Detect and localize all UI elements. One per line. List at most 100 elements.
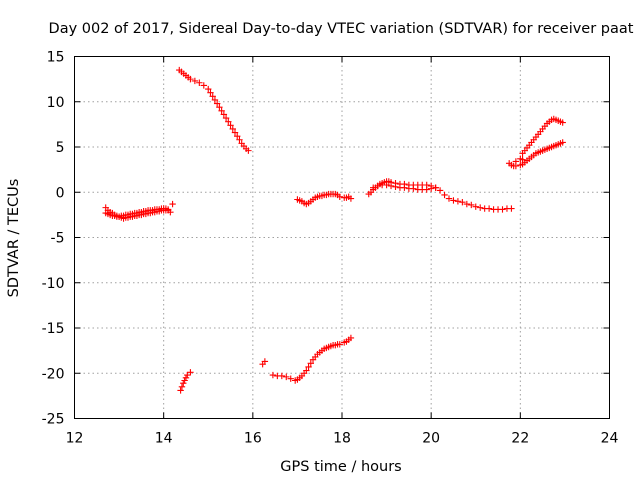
x-tick-label: 20 <box>422 431 440 447</box>
plot-frame <box>74 56 610 419</box>
data-point <box>410 185 417 192</box>
data-point <box>336 193 343 200</box>
data-point <box>559 139 566 146</box>
data-points <box>102 66 566 394</box>
data-point <box>191 77 199 85</box>
x-tick-label: 22 <box>511 431 529 447</box>
data-point <box>207 89 214 96</box>
data-point <box>231 129 239 136</box>
x-tick-label: 24 <box>601 431 619 447</box>
data-point <box>436 187 444 194</box>
data-point <box>508 205 515 212</box>
data-point <box>200 82 207 89</box>
series-arc-b <box>102 204 172 222</box>
series-arc-h <box>365 178 515 213</box>
series-arc-j <box>505 139 566 170</box>
data-point <box>432 184 439 191</box>
data-point <box>225 118 232 125</box>
data-point <box>477 204 484 211</box>
data-point <box>187 75 194 83</box>
data-point <box>245 147 252 154</box>
data-point <box>392 183 399 191</box>
data-point <box>468 201 475 209</box>
data-point <box>559 119 566 126</box>
y-tick-label: -10 <box>42 276 65 292</box>
data-point <box>445 195 453 202</box>
y-tick-label: -15 <box>42 321 65 337</box>
data-point <box>278 372 286 380</box>
y-tick-label: 5 <box>56 140 65 156</box>
data-point <box>181 377 188 384</box>
data-point <box>180 380 187 387</box>
data-point <box>374 182 381 190</box>
data-point <box>211 96 219 104</box>
series-arc-l <box>512 155 526 165</box>
data-point <box>441 191 448 199</box>
chart-title: Day 002 of 2017, Sidereal Day-to-day VTE… <box>49 21 634 37</box>
data-point <box>220 111 228 118</box>
data-point <box>347 334 355 342</box>
y-tick-label: 10 <box>47 95 65 111</box>
data-point <box>222 114 230 122</box>
series-arc-f <box>269 334 355 384</box>
x-tick-label: 18 <box>333 431 351 447</box>
y-tick-label: 0 <box>56 185 65 201</box>
data-point <box>227 122 234 129</box>
data-point <box>307 360 314 367</box>
series-arc-e <box>259 358 269 368</box>
series-arc-d <box>177 369 194 394</box>
data-point <box>164 207 172 214</box>
data-point <box>287 375 294 382</box>
data-point <box>401 184 408 191</box>
data-point <box>216 103 223 111</box>
data-point <box>427 185 435 192</box>
data-point <box>182 374 190 381</box>
data-point <box>370 184 377 191</box>
data-point <box>229 125 236 133</box>
data-point <box>512 158 520 165</box>
data-point <box>178 383 186 391</box>
data-point <box>383 181 390 189</box>
data-point <box>261 358 269 365</box>
y-tick-label: -20 <box>42 366 65 382</box>
data-point <box>387 182 395 190</box>
data-point <box>303 367 310 374</box>
data-point <box>283 373 290 381</box>
series-arc-c <box>176 66 252 154</box>
data-point <box>450 197 457 204</box>
data-point <box>177 387 184 394</box>
data-point <box>472 203 479 210</box>
x-tick-label: 12 <box>66 431 84 447</box>
data-point <box>463 200 471 208</box>
axis-ticks: 12 14 16 18 20 22 24 -25 -20 -15 -10 -5 0 5 10 15 <box>42 50 619 447</box>
y-tick-label: -25 <box>42 412 65 428</box>
data-point <box>184 371 191 379</box>
x-tick-label: 16 <box>244 431 262 447</box>
x-tick-label: 14 <box>155 431 173 447</box>
data-point <box>519 156 526 163</box>
data-point <box>218 107 225 114</box>
data-point <box>196 79 203 86</box>
data-point <box>454 198 462 205</box>
data-point <box>205 85 212 93</box>
series-arc-k <box>519 115 566 157</box>
data-point <box>485 205 493 212</box>
data-point <box>305 363 312 371</box>
data-point <box>234 132 241 140</box>
y-axis-label: SDTVAR / TECUs <box>6 179 22 298</box>
data-point <box>423 186 430 193</box>
x-axis-label: GPS time / hours <box>280 459 401 475</box>
series-arc-g <box>294 190 355 208</box>
y-tick-label: -5 <box>51 231 65 247</box>
grid-lines <box>74 56 610 419</box>
data-point <box>459 199 466 206</box>
data-point <box>236 136 243 143</box>
data-point <box>347 195 355 202</box>
data-point <box>187 369 194 376</box>
series-arc-i <box>370 181 439 193</box>
data-point <box>169 200 176 208</box>
data-point <box>209 93 216 100</box>
y-tick-label: 15 <box>47 50 65 66</box>
data-point <box>336 341 343 348</box>
